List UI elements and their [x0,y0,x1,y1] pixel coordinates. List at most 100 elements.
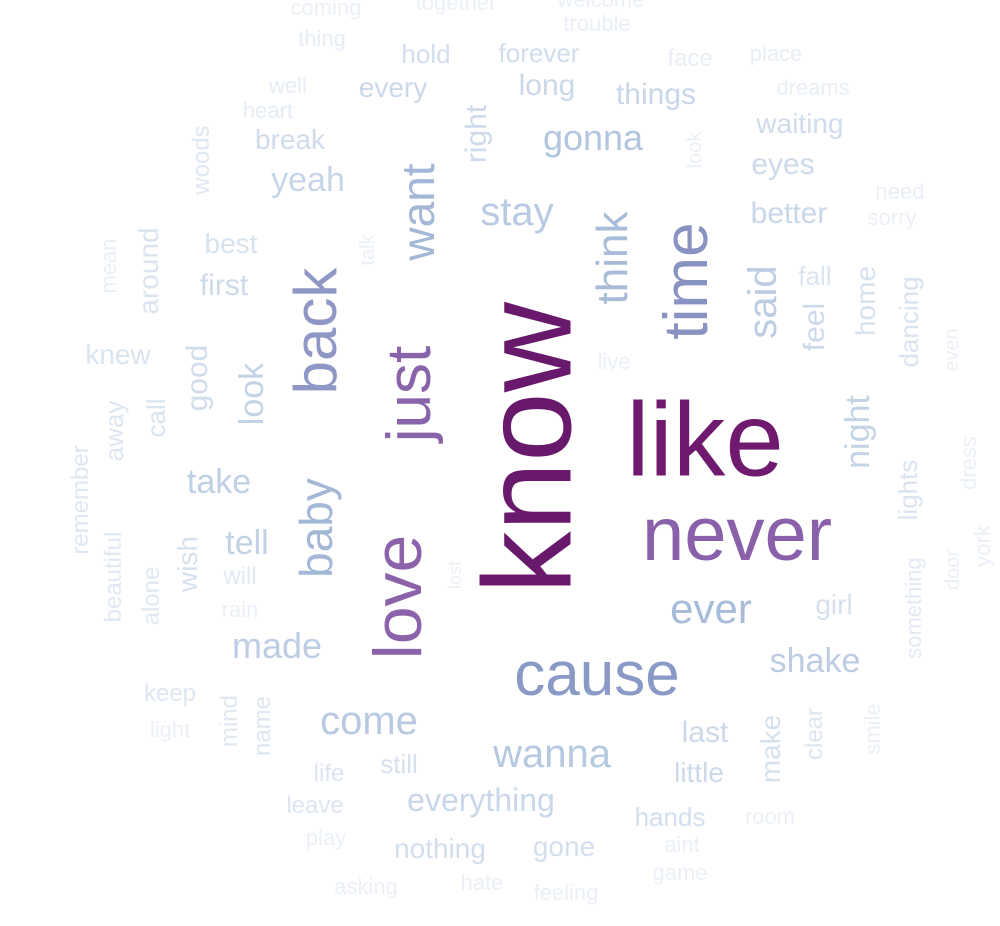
word-16: gonna [542,117,644,158]
word-50: call [141,398,171,438]
word-7: back [282,267,349,395]
word-75: coming [290,0,362,20]
word-56: clear [801,707,828,761]
word-30: right [460,104,493,164]
word-37: waiting [756,108,844,139]
word-22: look [233,362,271,426]
word-21: night [839,395,877,469]
word-4: just [375,345,444,443]
word-11: ever [670,585,752,632]
word-82: mean [96,238,121,294]
word-6: time [652,222,721,340]
word-91: light [149,717,191,742]
word-32: last [681,716,729,749]
word-72: place [749,41,803,66]
word-77: welcome [558,0,645,11]
word-23: yeah [271,161,345,199]
word-47: best [204,228,258,259]
word-19: take [186,463,252,501]
word-53: dancing [894,276,924,368]
word-89: york [970,525,995,567]
word-79: need [875,179,925,204]
word-94: aint [664,832,700,857]
word-45: girl [815,589,853,620]
word-35: first [199,269,249,302]
word-83: live [597,349,631,374]
word-93: play [305,825,347,850]
word-98: feeling [533,880,599,905]
word-51: around [133,227,164,315]
word-69: well [269,73,307,98]
word-63: beautiful [100,531,127,623]
word-2: never [641,492,833,577]
word-40: nothing [394,833,486,864]
word-71: face [667,45,713,72]
word-62: remember [67,445,94,555]
word-28: long [518,69,576,102]
word-64: mind [216,694,243,748]
word-1: like [626,381,784,499]
word-88: door [942,549,964,591]
word-76: together [415,0,497,15]
word-13: come [320,699,418,743]
word-59: name [249,695,276,757]
word-26: things [615,78,697,111]
word-15: stay [480,190,554,234]
word-52: lights [893,459,923,521]
word-36: break [254,124,326,155]
word-43: still [380,749,418,779]
word-70: thing [298,26,346,51]
word-18: shake [769,642,861,680]
word-34: good [181,344,214,412]
word-33: little [674,757,724,788]
word-54: fall [798,261,832,291]
word-60: leave [286,792,344,819]
word-42: hands [634,802,706,832]
word-96: asking [334,874,398,899]
word-58: keep [143,680,197,707]
word-5: cause [514,640,680,709]
word-17: made [231,625,323,666]
word-41: gone [532,831,596,862]
word-73: dreams [776,75,850,100]
word-57: away [99,400,129,462]
word-38: forever [498,38,580,68]
word-97: hate [460,870,504,895]
word-0: know [458,302,598,594]
word-86: rain [221,597,259,622]
word-29: every [358,72,428,103]
word-31: eyes [751,148,815,181]
word-49: knew [85,339,151,370]
word-8: baby [290,478,342,578]
word-66: will [223,563,257,590]
word-14: said [741,265,785,339]
word-92: room [744,804,796,829]
word-78: look [684,131,706,169]
word-10: think [588,211,637,305]
word-12: wanna [493,732,611,776]
word-68: heart [242,98,294,123]
word-44: wish [172,535,203,593]
word-74: trouble [563,11,631,36]
word-84: even [941,328,963,372]
word-87: lost [445,560,465,590]
word-27: feel [798,302,831,352]
word-61: woods [188,125,215,195]
word-65: alone [138,566,165,626]
word-81: talk [357,234,379,266]
word-9: want [392,163,444,261]
word-67: something [901,557,926,659]
word-90: smile [860,703,885,755]
word-24: everything [407,782,555,818]
word-20: tell [225,524,269,562]
word-55: life [313,760,345,787]
word-80: sorry [867,205,917,230]
word-95: game [652,860,708,885]
word-39: hold [401,39,451,69]
word-25: better [750,197,828,230]
word-48: home [850,265,881,337]
word-46: make [755,714,786,784]
word-85: dress [956,436,981,490]
word-3: love [360,534,436,660]
